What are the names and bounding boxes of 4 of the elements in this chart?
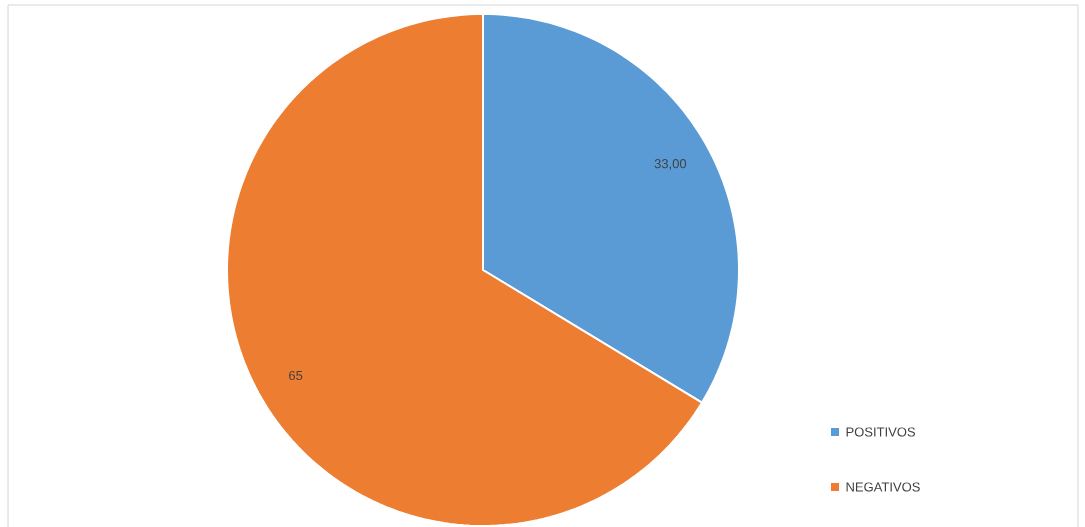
legend-label: POSITIVOS: [846, 427, 916, 437]
data-label: 65: [289, 370, 303, 381]
data-label: 33,00: [654, 159, 687, 170]
legend-label: NEGATIVOS: [846, 482, 920, 492]
